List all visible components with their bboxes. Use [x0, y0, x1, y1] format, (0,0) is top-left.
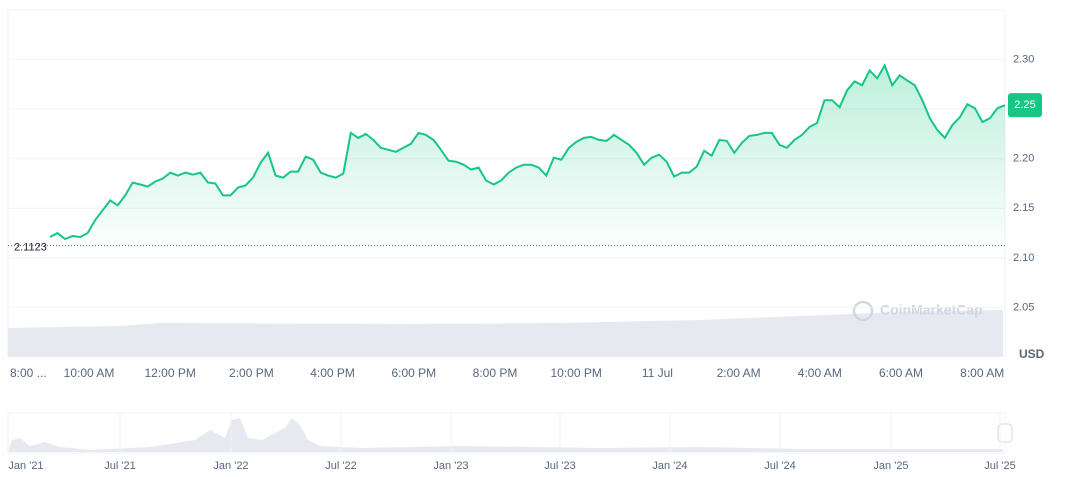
- x-tick-label: 8:00 PM: [473, 366, 518, 380]
- y-unit: USD: [1019, 347, 1045, 361]
- x-tick-label: 8:00 ...: [10, 366, 47, 380]
- navigator-area: [8, 418, 1003, 452]
- navigator-label: Jan '25: [873, 460, 908, 472]
- watermark: CoinMarketCap: [852, 300, 983, 322]
- x-tick-label: 4:00 PM: [310, 366, 355, 380]
- watermark-logo: [852, 300, 874, 322]
- navigator-label: Jan '21: [8, 460, 43, 472]
- y-tick-label: 2.15: [1013, 202, 1034, 214]
- y-tick-label: 2.30: [1013, 53, 1034, 65]
- x-tick-label: 11 Jul: [642, 366, 673, 380]
- x-tick-label: 2:00 PM: [229, 366, 274, 380]
- x-tick-label: 6:00 AM: [879, 366, 923, 380]
- navigator-label: Jan '24: [652, 460, 687, 472]
- navigator-handle[interactable]: [997, 423, 1013, 443]
- y-tick-label: 2.20: [1013, 153, 1034, 165]
- x-tick-label: 10:00 AM: [64, 366, 115, 380]
- x-tick-label: 10:00 PM: [551, 366, 602, 380]
- x-tick-label: 4:00 AM: [798, 366, 842, 380]
- navigator-label: Jul '24: [764, 460, 795, 472]
- x-tick-label: 6:00 PM: [391, 366, 436, 380]
- baseline-label: 2.1123: [14, 242, 47, 254]
- x-tick-label: 2:00 AM: [717, 366, 761, 380]
- area-fill: [50, 65, 1005, 246]
- y-tick-label: 2.10: [1013, 252, 1034, 264]
- navigator-label: Jul '23: [544, 460, 575, 472]
- price-tag: [1008, 93, 1042, 118]
- x-tick-label: 12:00 PM: [145, 366, 196, 380]
- price-tag-label: 2.25: [1014, 99, 1035, 111]
- y-tick-label: 2.05: [1013, 301, 1034, 313]
- watermark-text: CoinMarketCap: [880, 302, 983, 318]
- navigator-label: Jul '21: [104, 460, 135, 472]
- x-tick-label: 8:00 AM: [960, 366, 1004, 380]
- navigator-label: Jan '22: [213, 460, 248, 472]
- price-line: [49, 63, 1006, 241]
- navigator-label: Jul '22: [325, 460, 356, 472]
- volume-area: [8, 310, 1003, 357]
- navigator-label: Jul '25: [984, 460, 1015, 472]
- navigator-label: Jan '23: [433, 460, 468, 472]
